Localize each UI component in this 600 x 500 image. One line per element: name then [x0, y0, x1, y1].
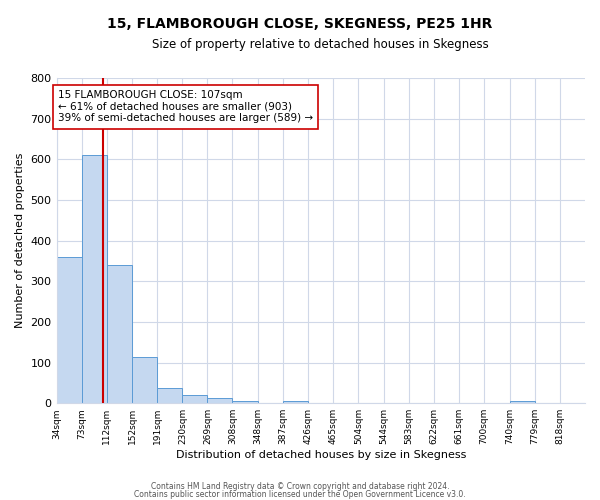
Bar: [157, 388, 182, 403]
Bar: [133, 358, 157, 403]
Title: Size of property relative to detached houses in Skegness: Size of property relative to detached ho…: [152, 38, 489, 51]
Text: 15, FLAMBOROUGH CLOSE, SKEGNESS, PE25 1HR: 15, FLAMBOROUGH CLOSE, SKEGNESS, PE25 1H…: [107, 18, 493, 32]
Text: Contains public sector information licensed under the Open Government Licence v3: Contains public sector information licen…: [134, 490, 466, 499]
Bar: [208, 398, 232, 403]
X-axis label: Distribution of detached houses by size in Skegness: Distribution of detached houses by size …: [176, 450, 466, 460]
Y-axis label: Number of detached properties: Number of detached properties: [15, 153, 25, 328]
Text: 15 FLAMBOROUGH CLOSE: 107sqm
← 61% of detached houses are smaller (903)
39% of s: 15 FLAMBOROUGH CLOSE: 107sqm ← 61% of de…: [58, 90, 313, 124]
Bar: [232, 401, 257, 403]
Bar: [283, 401, 308, 403]
Text: Contains HM Land Registry data © Crown copyright and database right 2024.: Contains HM Land Registry data © Crown c…: [151, 482, 449, 491]
Bar: [510, 401, 535, 403]
Bar: [107, 265, 131, 403]
Bar: [182, 395, 208, 403]
Bar: [56, 257, 82, 403]
Bar: [82, 156, 107, 403]
